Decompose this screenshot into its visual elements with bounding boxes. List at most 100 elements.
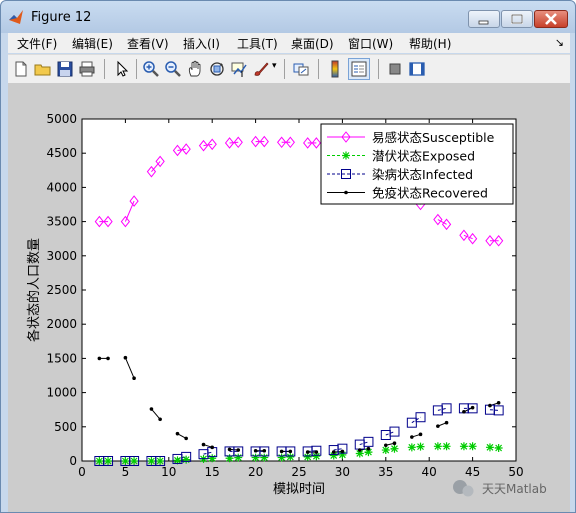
minimize-button[interactable]: [468, 10, 500, 28]
menu-tools[interactable]: 工具(T): [237, 37, 278, 51]
menu-file[interactable]: 文件(F): [17, 37, 58, 51]
data-point-dot: [288, 449, 293, 454]
data-point-dot: [444, 420, 449, 425]
dock-arrow-icon[interactable]: ↘: [554, 36, 564, 49]
data-point-asterisk: [121, 457, 130, 465]
data-cursor-icon[interactable]: [230, 60, 248, 78]
x-tick-label: 40: [422, 465, 437, 479]
link-plot-icon[interactable]: [292, 60, 310, 78]
zoom-out-icon[interactable]: [164, 60, 182, 78]
data-point-asterisk: [147, 457, 156, 465]
menu-edit[interactable]: 编辑(E): [72, 37, 113, 51]
close-button[interactable]: [534, 10, 568, 28]
data-point-asterisk: [277, 453, 286, 462]
data-point-dot: [149, 407, 154, 411]
data-point-asterisk: [286, 452, 295, 461]
x-axis-label: 模拟时间: [273, 482, 325, 497]
data-point-dot: [305, 450, 310, 454]
x-tick-label: 50: [508, 465, 523, 479]
data-point-dot: [227, 447, 232, 452]
series-line-segment: [203, 451, 213, 455]
save-icon[interactable]: [56, 60, 74, 78]
data-point-diamond: [172, 144, 183, 157]
menu-desktop[interactable]: 桌面(D): [291, 37, 334, 51]
data-point-dot: [436, 424, 440, 428]
x-tick-label: 15: [205, 465, 220, 479]
open-folder-icon[interactable]: [34, 60, 52, 78]
data-point-square: [441, 403, 452, 414]
data-point-square: [363, 436, 374, 447]
data-point-dot: [392, 441, 397, 446]
y-tick-label: 500: [54, 420, 77, 434]
figure-canvas: 0 5 10 15 20 25 30 35 40 45 50 0 500 1000 1500 2000 2500…: [8, 83, 570, 512]
legend[interactable]: 易感状态Susceptible 潜伏状态Exposed 染病状态Infected 免疫…: [320, 123, 514, 205]
data-point-asterisk: [173, 456, 182, 465]
data-point-dot: [158, 417, 162, 422]
x-tick-label: 35: [378, 465, 393, 479]
data-point-asterisk: [407, 443, 416, 452]
data-point-dot: [384, 443, 388, 448]
data-point-dot: [331, 450, 336, 454]
data-point-asterisk: [459, 442, 468, 451]
x-tick-label: 5: [122, 465, 130, 479]
menu-insert[interactable]: 插入(I): [183, 37, 220, 51]
y-tick-label: 4500: [46, 146, 77, 160]
data-point-asterisk: [416, 442, 425, 451]
menu-window[interactable]: 窗口(W): [348, 37, 394, 51]
data-point-square: [155, 456, 166, 466]
rotate-3d-icon[interactable]: [208, 60, 226, 78]
series-line-segment: [203, 143, 213, 147]
menu-help[interactable]: 帮助(H): [409, 37, 452, 51]
brush-icon[interactable]: [252, 60, 270, 78]
menu-view[interactable]: 查看(V): [127, 37, 169, 51]
pointer-icon[interactable]: [112, 60, 130, 78]
data-point-dot: [123, 355, 128, 360]
data-point-asterisk: [338, 450, 347, 459]
data-point-asterisk: [468, 442, 477, 451]
toolbar-separator: [284, 59, 285, 79]
colorbar-icon[interactable]: [326, 60, 344, 78]
data-point-square: [233, 446, 244, 457]
data-point-asterisk: [442, 442, 451, 451]
legend-entry-label: 潜伏状态Exposed: [372, 149, 475, 164]
data-point-dot: [496, 401, 501, 405]
hide-plot-tools-icon[interactable]: [386, 60, 404, 78]
data-point-asterisk: [130, 457, 139, 465]
legend-button[interactable]: [348, 58, 370, 80]
data-point-diamond: [198, 139, 209, 152]
print-icon[interactable]: [78, 60, 96, 78]
x-tick-label: 30: [335, 465, 350, 479]
data-point-diamond: [441, 218, 452, 231]
data-point-square: [467, 403, 478, 414]
data-point-dot: [470, 405, 475, 410]
title-bar[interactable]: Figure 12: [1, 1, 575, 33]
toolbar-separator: [136, 59, 137, 79]
data-point-diamond: [146, 165, 157, 178]
data-point-asterisk: [381, 446, 390, 455]
axis-ticks: 0 5 10 15 20 25 30 35 40 45 5005001000150020002500…: [46, 112, 523, 479]
menu-bar: 文件(F) 编辑(E) 查看(V) 插入(I) 工具(T) 桌面(D) 窗口(W…: [8, 33, 570, 53]
x-tick-label: 10: [161, 465, 176, 479]
data-point-dot: [488, 403, 492, 408]
data-point-asterisk: [251, 453, 260, 462]
data-point-square: [181, 451, 192, 462]
zoom-in-icon[interactable]: [142, 60, 160, 78]
brush-dropdown-icon[interactable]: ▾: [272, 61, 277, 71]
series-line-segment: [463, 234, 473, 240]
new-file-icon[interactable]: [12, 60, 30, 78]
data-point-square: [389, 426, 400, 437]
legend-entry-label: 染病状态Infected: [372, 167, 473, 182]
legend-entry-label: 免疫状态Recovered: [372, 186, 488, 201]
x-tick-label: 25: [291, 465, 306, 479]
pan-hand-icon[interactable]: [186, 60, 204, 78]
wechat-icon-small: [462, 485, 474, 497]
show-plot-tools-icon[interactable]: [408, 60, 426, 78]
data-point-dot: [253, 448, 258, 453]
data-point-diamond: [259, 135, 269, 148]
data-point-dot: [462, 409, 466, 414]
data-point-diamond: [493, 234, 504, 247]
series-line-segment: [437, 407, 447, 411]
maximize-button[interactable]: [501, 10, 533, 28]
data-point-asterisk: [303, 452, 312, 461]
series-line-segment: [437, 219, 447, 225]
